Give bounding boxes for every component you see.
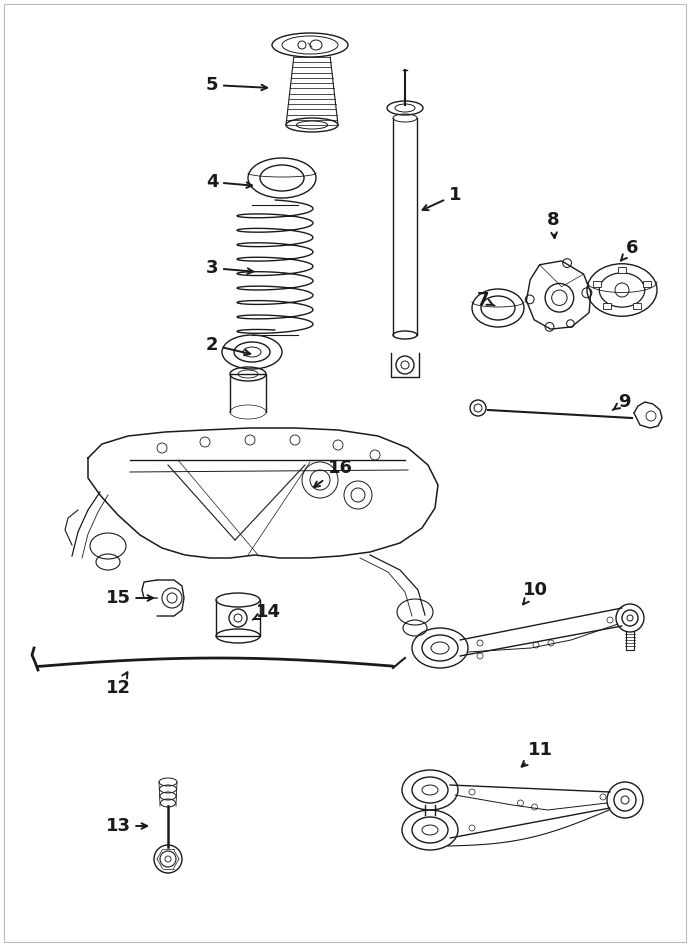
FancyBboxPatch shape (618, 268, 626, 273)
Text: 5: 5 (206, 76, 267, 94)
FancyBboxPatch shape (593, 281, 601, 287)
Text: 3: 3 (206, 259, 253, 277)
Text: 12: 12 (106, 673, 130, 697)
FancyBboxPatch shape (633, 303, 642, 308)
Text: 13: 13 (106, 817, 147, 835)
Text: 15: 15 (106, 589, 153, 607)
Text: 6: 6 (621, 239, 638, 261)
FancyBboxPatch shape (643, 281, 651, 287)
Text: 8: 8 (546, 211, 560, 238)
Text: 1: 1 (422, 186, 461, 210)
Text: 11: 11 (522, 741, 553, 766)
Text: 16: 16 (314, 459, 353, 487)
Text: 9: 9 (613, 393, 630, 411)
Text: 14: 14 (253, 603, 281, 621)
FancyBboxPatch shape (602, 303, 611, 308)
Text: 7: 7 (477, 291, 495, 309)
Text: 2: 2 (206, 336, 250, 356)
Text: 10: 10 (522, 581, 547, 604)
Text: 4: 4 (206, 173, 252, 191)
